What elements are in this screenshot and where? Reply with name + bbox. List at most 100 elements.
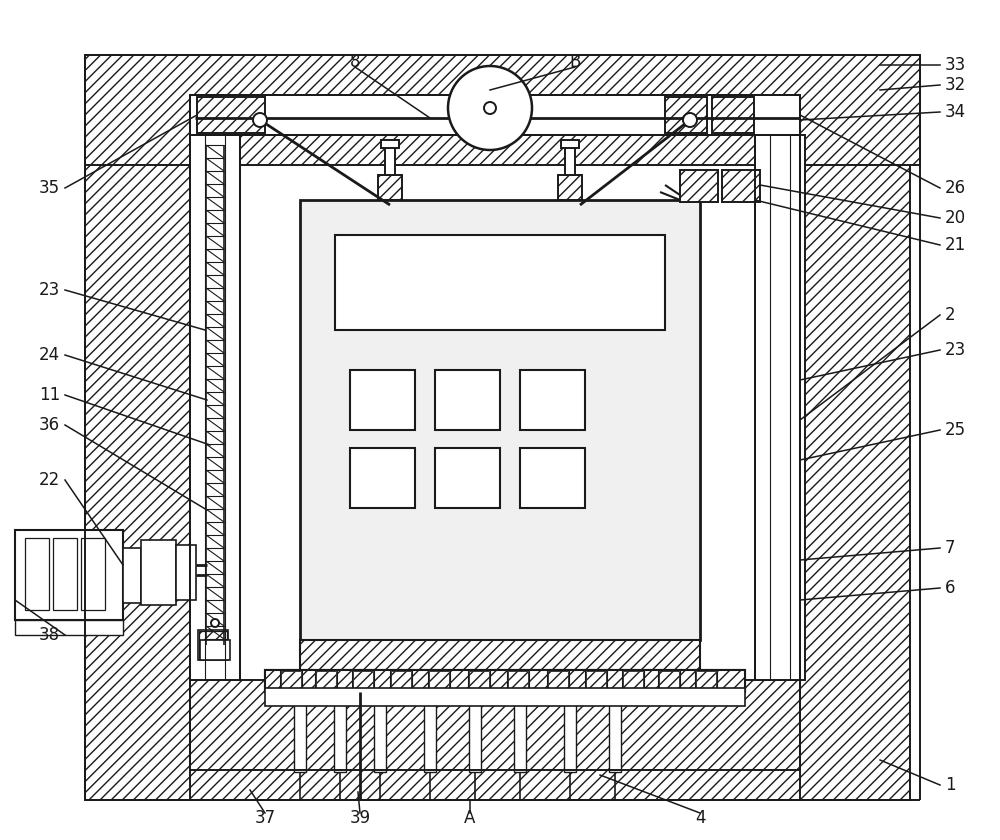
Text: 21: 21 (945, 236, 966, 254)
Bar (658, 670, 680, 692)
Bar (385, 145, 395, 175)
Bar (280, 670, 302, 692)
Bar (81, 538, 105, 610)
Bar (585, 670, 607, 692)
Bar (316, 671, 336, 691)
Bar (190, 95, 800, 135)
Bar (335, 235, 665, 330)
Text: 32: 32 (945, 76, 966, 94)
Bar (468, 670, 490, 692)
Bar (622, 670, 644, 692)
Bar (609, 692, 621, 772)
Bar (520, 370, 585, 430)
Bar (125, 680, 885, 800)
Bar (695, 670, 717, 692)
Bar (755, 135, 805, 680)
Text: 25: 25 (945, 421, 966, 439)
Text: 4: 4 (695, 809, 705, 827)
Bar (469, 671, 489, 691)
Bar (352, 670, 374, 692)
Bar (15, 620, 123, 635)
Text: 33: 33 (945, 56, 966, 74)
Bar (429, 671, 449, 691)
Bar (197, 97, 265, 133)
Bar (265, 670, 745, 692)
Bar (561, 140, 579, 148)
Bar (198, 630, 228, 660)
Circle shape (683, 113, 697, 127)
Text: 6: 6 (945, 579, 956, 597)
Bar (25, 538, 49, 610)
Bar (696, 671, 716, 691)
Bar (53, 538, 77, 610)
Bar (176, 545, 196, 600)
Text: 26: 26 (945, 179, 966, 197)
Text: 22: 22 (39, 471, 60, 489)
Circle shape (484, 102, 496, 114)
Bar (265, 670, 745, 692)
Bar (391, 671, 411, 691)
Text: 24: 24 (39, 346, 60, 364)
Bar (390, 670, 412, 692)
Circle shape (211, 619, 219, 627)
Text: 7: 7 (945, 539, 956, 557)
Bar (800, 95, 910, 800)
Bar (350, 370, 415, 430)
Bar (265, 688, 745, 706)
Text: 39: 39 (349, 809, 371, 827)
Text: 35: 35 (39, 179, 60, 197)
Bar (514, 692, 526, 772)
Bar (334, 692, 346, 772)
Bar (381, 140, 399, 148)
Bar (85, 55, 920, 165)
Bar (507, 670, 529, 692)
Bar (424, 692, 436, 772)
Bar (353, 671, 373, 691)
Text: 23: 23 (39, 281, 60, 299)
Circle shape (253, 113, 267, 127)
Text: 8: 8 (350, 53, 360, 71)
Bar (680, 170, 718, 202)
Bar (548, 671, 568, 691)
Bar (659, 671, 679, 691)
Bar (315, 670, 337, 692)
Bar (428, 670, 450, 692)
Bar (665, 97, 707, 133)
Bar (300, 200, 700, 640)
Bar (435, 370, 500, 430)
Text: 36: 36 (39, 416, 60, 434)
Bar (520, 448, 585, 508)
Bar (722, 170, 760, 202)
Text: 20: 20 (945, 209, 966, 227)
Bar (15, 530, 123, 620)
Bar (468, 100, 512, 116)
Bar (85, 95, 190, 800)
Text: B: B (569, 53, 581, 71)
Bar (200, 640, 230, 660)
Bar (190, 135, 240, 680)
Bar (350, 448, 415, 508)
Bar (435, 448, 500, 508)
Text: 11: 11 (39, 386, 60, 404)
Bar (141, 540, 176, 605)
Text: A: A (464, 809, 476, 827)
Bar (469, 692, 481, 772)
Text: 2: 2 (945, 306, 956, 324)
Bar (564, 692, 576, 772)
Bar (378, 175, 402, 200)
Text: 1: 1 (945, 776, 956, 794)
Bar (265, 670, 745, 692)
Bar (123, 548, 141, 603)
Bar (565, 145, 575, 175)
Text: 38: 38 (39, 626, 60, 644)
Circle shape (448, 66, 532, 150)
Bar (712, 97, 754, 133)
Bar (300, 640, 700, 680)
Text: 37: 37 (254, 809, 276, 827)
Bar (300, 640, 700, 680)
Bar (508, 671, 528, 691)
Text: 23: 23 (945, 341, 966, 359)
Text: 34: 34 (945, 103, 966, 121)
Bar (374, 692, 386, 772)
Bar (558, 175, 582, 200)
